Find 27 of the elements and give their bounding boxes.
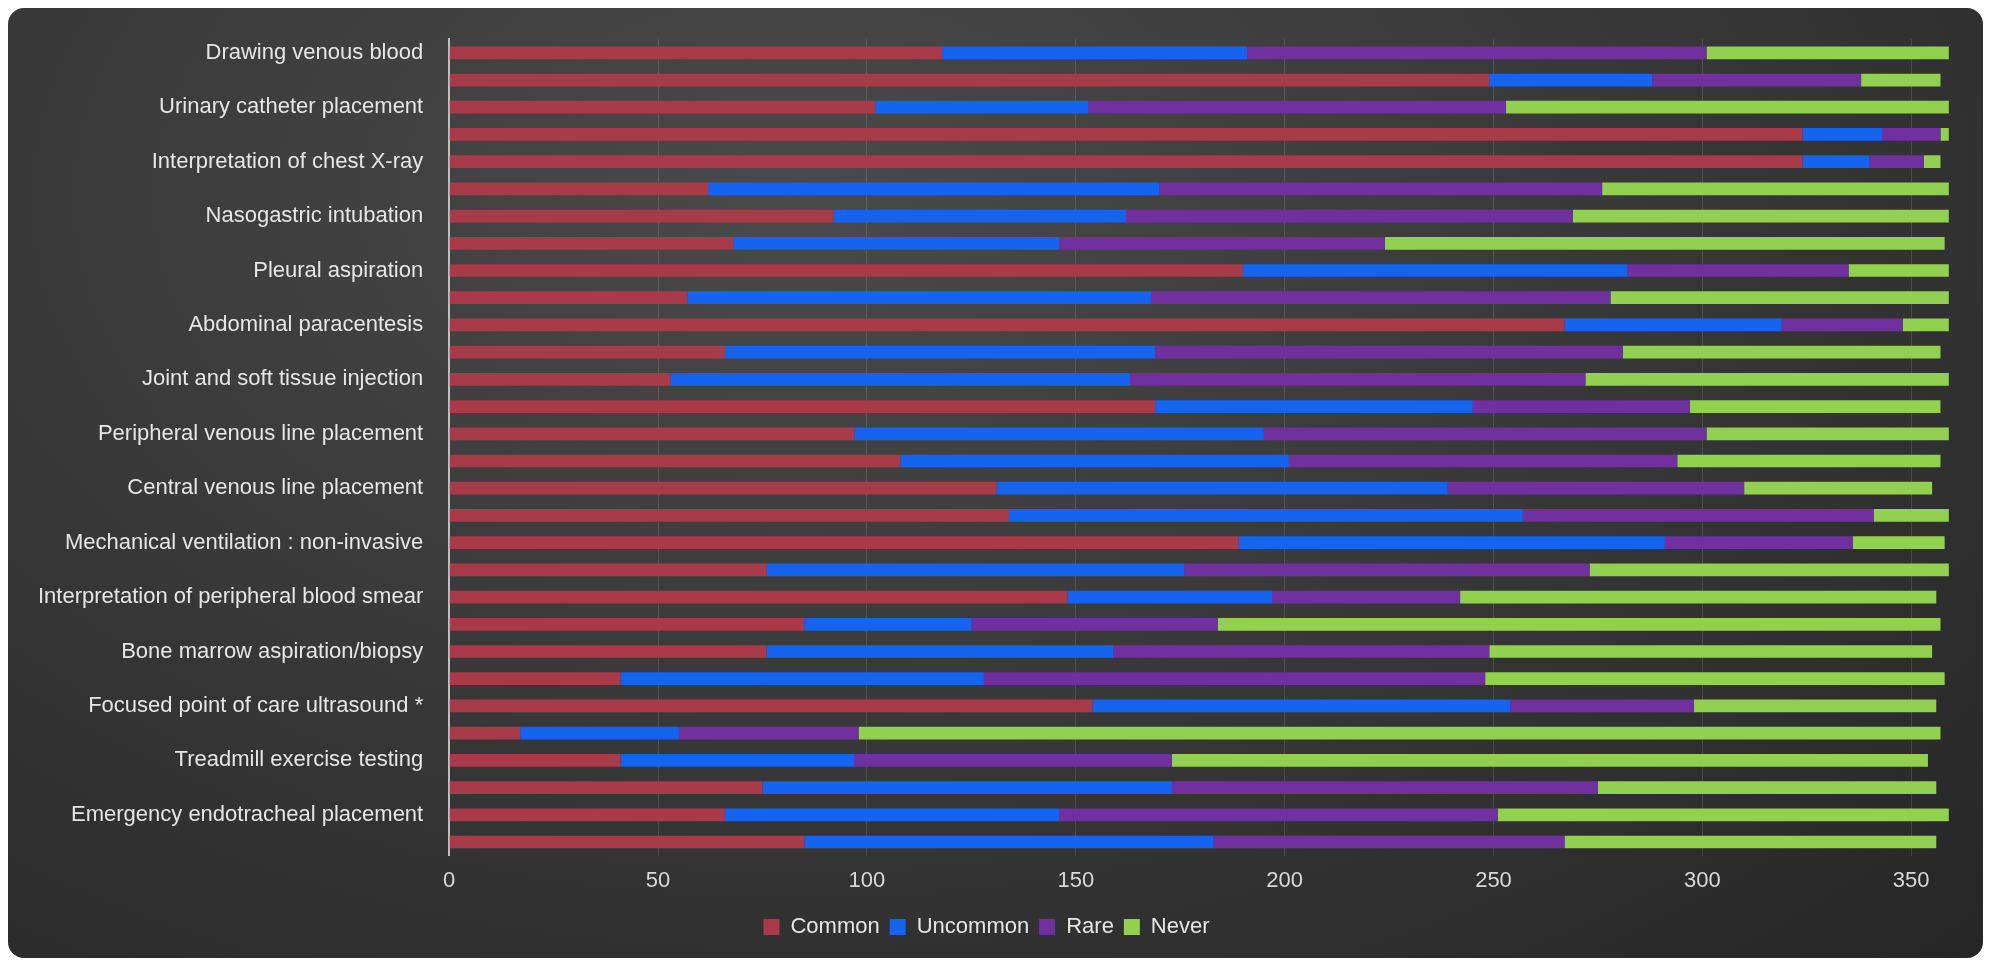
legend-label: Uncommon — [916, 913, 1030, 939]
y-tick-label: Peripheral venous line placement — [97, 419, 424, 445]
y-tick-label: Urinary catheter placement — [159, 93, 424, 119]
x-tick-label: 0 — [443, 866, 456, 892]
y-tick-label: Pleural aspiration — [253, 256, 424, 282]
y-tick-label: Drawing venous blood — [205, 38, 424, 64]
y-tick-label: Interpretation of chest X-ray — [151, 147, 424, 173]
y-tick-label: Treadmill exercise testing — [174, 746, 424, 772]
y-tick-label: Bone marrow aspiration/biopsy — [121, 637, 424, 663]
x-tick-label: 150 — [1057, 866, 1095, 892]
x-tick-label: 300 — [1684, 866, 1721, 892]
y-tick-label: Nasogastric intubation — [205, 202, 424, 228]
y-tick-label: Abdominal paracentesis — [188, 311, 424, 336]
x-tick-label: 250 — [1475, 866, 1512, 892]
y-tick-label: Interpretation of peripheral blood smear — [37, 583, 424, 609]
y-tick-label: Joint and soft tissue injection — [141, 365, 424, 391]
y-tick-label: Emergency endotracheal placement — [71, 800, 424, 826]
y-tick-label: Mechanical ventilation : non-invasive — [64, 528, 424, 554]
y-tick-label: Central venous line placement — [127, 474, 424, 500]
x-tick-label: 50 — [645, 866, 671, 892]
y-tick-label: Focused point of care ultrasound * — [88, 691, 424, 717]
legend-label: Rare — [1066, 913, 1114, 939]
legend-label: Common — [790, 913, 880, 939]
x-tick-label: 100 — [848, 866, 886, 892]
x-tick-label: 350 — [1892, 866, 1930, 892]
legend-label: Never — [1150, 913, 1210, 939]
x-tick-label: 200 — [1266, 866, 1304, 892]
